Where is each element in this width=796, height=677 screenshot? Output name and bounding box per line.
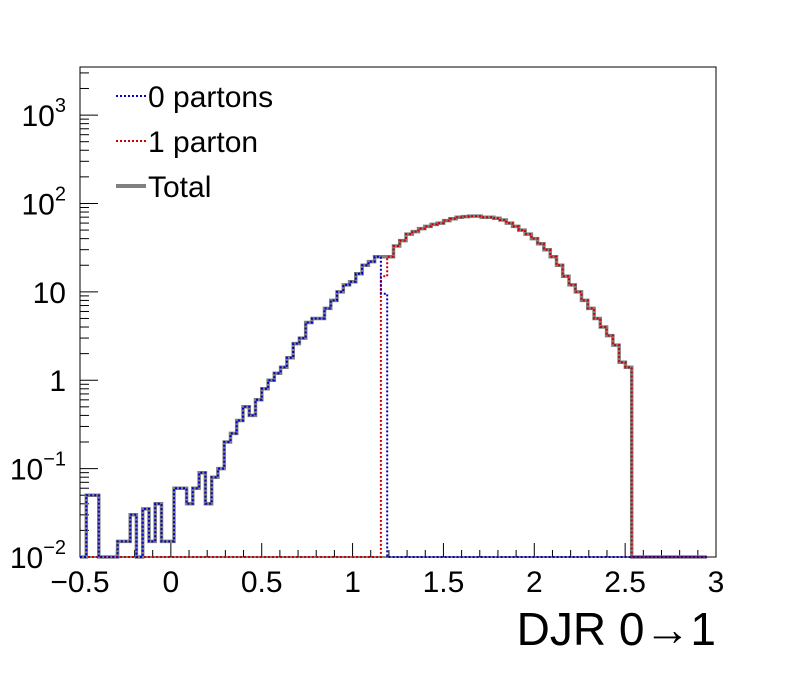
- x-ticks: −0.5 0 0.5 1 1.5 2 2.5 3: [50, 543, 724, 599]
- y-tick-label: 103: [22, 95, 67, 133]
- legend: 0 partons 1 parton Total: [116, 81, 273, 204]
- y-tick-label: 1: [49, 365, 66, 398]
- x-tick-label: 0.5: [241, 566, 283, 599]
- plot-frame: [79, 66, 717, 558]
- y-ticks: 10−2 10−1 1 10 102 103: [10, 95, 98, 575]
- y-tick-label: 10−1: [10, 449, 66, 487]
- y-tick-label: 10−2: [10, 537, 66, 575]
- legend-label: Total: [148, 171, 211, 204]
- y-tick-label: 102: [22, 183, 67, 221]
- x-tick-label: −0.5: [50, 566, 109, 599]
- x-tick-label: 2.5: [604, 566, 646, 599]
- series-1-parton-line: [80, 215, 707, 558]
- y-tick-label: 10: [33, 277, 66, 310]
- series-0-partons-line: [80, 255, 707, 558]
- x-tick-label: 2: [526, 566, 543, 599]
- series-layer: [80, 214, 707, 559]
- x-tick-label: 1: [344, 566, 361, 599]
- x-tick-label: 0: [163, 566, 180, 599]
- x-tick-label: 1.5: [423, 566, 465, 599]
- x-axis-label: DJR 0→1: [517, 603, 716, 655]
- legend-label: 1 parton: [148, 126, 258, 159]
- x-tick-label: 3: [708, 566, 725, 599]
- legend-label: 0 partons: [148, 81, 273, 114]
